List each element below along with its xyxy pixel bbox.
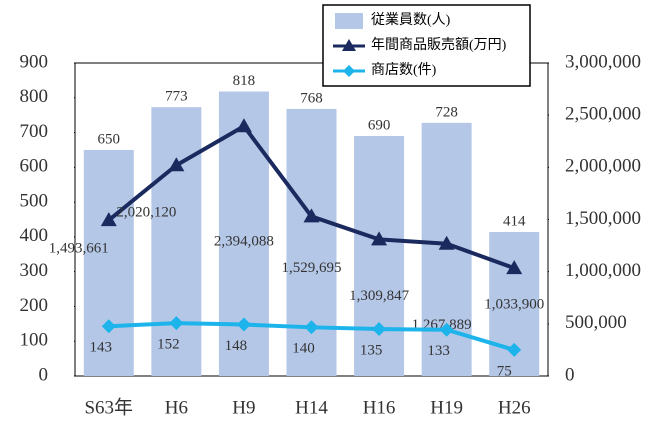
x-tick-label: H9 [232,397,255,418]
marker [371,231,388,246]
marker [438,235,455,250]
y2-tick-label: 500,000 [565,312,627,333]
line-label: 135 [360,342,383,358]
marker [236,317,251,332]
marker [101,319,116,334]
legend: 従業員数(人) 年間商品販売額(万円) 商店数(件) [322,4,531,87]
legend-label: 従業員数(人) [371,12,451,28]
legend-marker [343,65,355,77]
x-tick-label: H16 [363,397,396,418]
x-tick-label: H19 [430,397,463,418]
bar [354,136,405,376]
x-tick-label: H14 [295,397,328,418]
line-label: 143 [90,340,113,356]
y2-tick-label: 2,500,000 [565,104,641,125]
y-tick-label: 200 [20,295,49,316]
line-label: 152 [157,337,180,353]
legend-swatch [335,13,363,29]
marker [303,208,320,223]
legend-label: 商店数(件) [371,62,437,78]
line-label: 75 [497,363,512,379]
y2-tick-label: 2,000,000 [565,156,641,177]
legend-marker [342,39,356,51]
bar-label: 414 [503,213,526,229]
line-label: 2,394,088 [214,234,274,250]
y-tick-label: 900 [20,51,49,72]
bar-label: 773 [165,89,188,105]
line-label: 1,529,695 [282,260,342,276]
bar [83,149,134,376]
bar [151,107,202,376]
y-tick-label: 300 [20,260,49,281]
y-tick-label: 500 [20,190,49,211]
y2-tick-label: 1,000,000 [565,260,641,281]
marker [168,157,185,172]
y2-tick-label: 3,000,000 [565,51,641,72]
y-tick-label: 0 [39,364,49,385]
x-tick-label: H26 [498,397,531,418]
y2-tick-label: 0 [565,364,575,385]
line-label: 133 [427,343,450,359]
bar-label: 818 [233,73,256,89]
marker [372,322,387,337]
marker [235,118,252,133]
line-label: 1,309,847 [349,288,410,304]
y-tick-label: 400 [20,225,49,246]
line-label: 148 [225,338,248,354]
x-tick-label: H6 [165,397,188,418]
bar [286,108,337,376]
x-tick-label: S63年 [84,396,133,418]
bar-label: 728 [435,104,458,120]
bar-label: 650 [98,131,121,147]
line-label: 2,020,120 [116,205,176,221]
marker [304,320,319,335]
marker [169,316,184,331]
y-tick-label: 100 [20,330,49,351]
y-tick-label: 600 [20,156,49,177]
line-label: 140 [292,341,315,357]
line-label: 1,033,900 [484,297,544,313]
y2-tick-label: 1,500,000 [565,208,641,229]
marker [439,322,454,337]
bar-label: 768 [300,90,323,106]
marker [506,260,523,275]
y-tick-label: 700 [20,121,49,142]
y-tick-label: 800 [20,86,49,107]
line-label: 1,493,661 [49,241,109,257]
bar-label: 690 [368,117,391,133]
legend-label: 年間商品販売額(万円) [371,37,507,53]
marker [507,342,522,357]
marker [100,212,117,227]
